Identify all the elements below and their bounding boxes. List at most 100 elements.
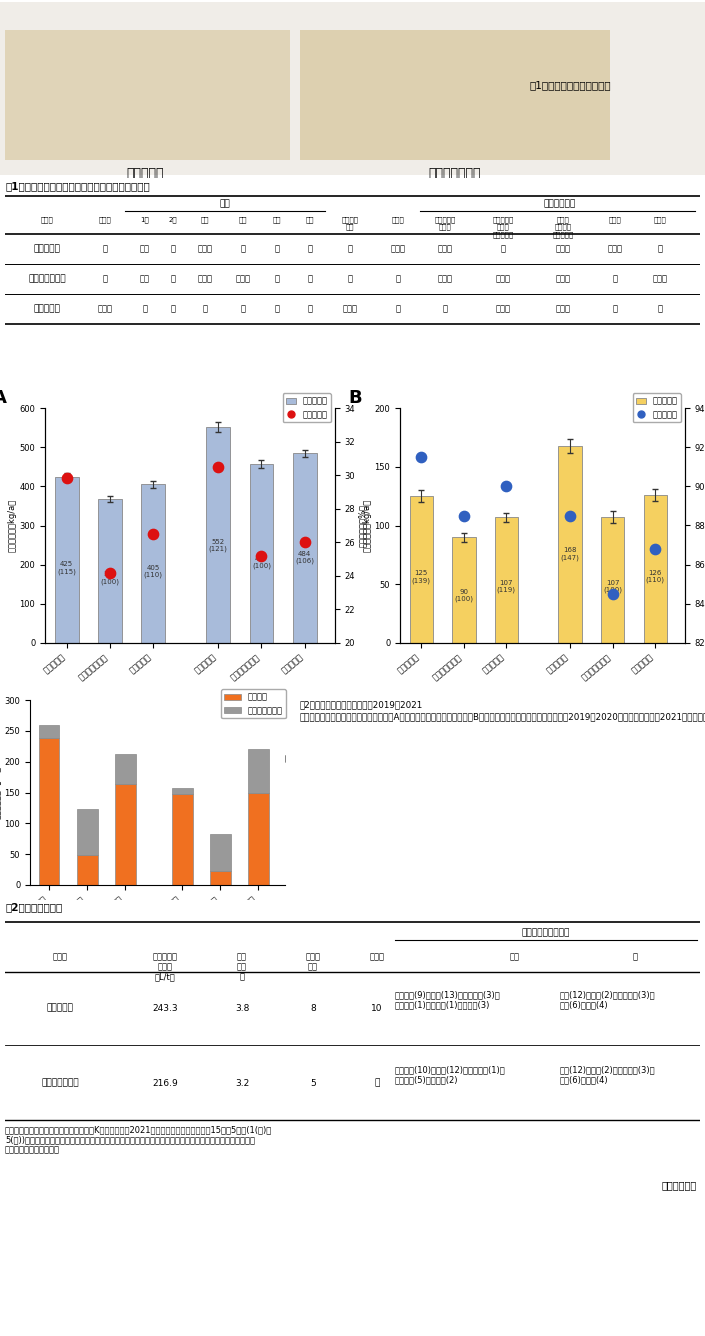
Text: 香り: 香り (510, 953, 520, 961)
Y-axis label: 上いも収量（kg/a）: 上いも収量（kg/a） (8, 498, 17, 552)
Text: 3.8: 3.8 (235, 1003, 249, 1013)
Text: 少: 少 (240, 305, 245, 314)
Text: －: － (374, 1078, 380, 1088)
Text: 少: 少 (307, 244, 312, 254)
Point (649, 538, 661, 560)
Text: 味: 味 (632, 953, 637, 961)
Bar (410, 496, 433, 643)
Text: かんしょ品質評価研究会（酒造メーカーK社）における2021年の試験成績。官能評価は15名、5点法(1(劣)～
5(優))で実施。類似性はコガネセンガンの焼酎と酒: かんしょ品質評価研究会（酒造メーカーK社）における2021年の試験成績。官能評価… (5, 1125, 272, 1154)
Text: －: － (613, 305, 618, 314)
Text: 皮色: 皮色 (220, 199, 231, 208)
Text: 中: 中 (348, 244, 352, 254)
Bar (115, 754, 135, 784)
Bar (77, 810, 97, 855)
Text: 表1　いもの形態、生態的特性および病害虫抵抗性: 表1 いもの形態、生態的特性および病害虫抵抗性 (5, 180, 149, 191)
Bar (77, 855, 97, 884)
Text: 552
(121): 552 (121) (209, 538, 228, 553)
Point (256, 545, 267, 566)
Point (607, 584, 618, 605)
Text: 中: 中 (348, 274, 352, 283)
Text: 90
(100): 90 (100) (454, 589, 473, 603)
Bar (248, 749, 269, 792)
Point (61, 468, 73, 489)
Bar (39, 724, 59, 739)
Text: 黄白: 黄白 (140, 244, 150, 254)
Text: 168
(147): 168 (147) (560, 548, 580, 561)
Text: 無: 無 (274, 305, 279, 314)
Point (299, 532, 310, 553)
Text: 淡黄白: 淡黄白 (197, 274, 212, 283)
Bar (452, 537, 475, 643)
Text: 黄白: 黄白 (140, 274, 150, 283)
Bar (300, 29, 610, 160)
Bar (293, 453, 317, 643)
Text: 貯蔵性: 貯蔵性 (391, 216, 405, 223)
Text: シロユタカ: シロユタカ (34, 305, 61, 314)
Text: 焼酎官能評価の概評: 焼酎官能評価の概評 (522, 929, 570, 937)
Text: 品種名: 品種名 (41, 216, 54, 223)
Point (104, 562, 116, 584)
Text: みちしずく: みちしずく (34, 244, 61, 254)
Text: A: A (0, 389, 6, 407)
Text: やや強: やや強 (556, 305, 570, 314)
Text: B: B (349, 389, 362, 407)
Text: 皮斑: 皮斑 (273, 216, 281, 223)
Text: 図2　育成地（宮崎県都城市、2019～2021 年）における上いも収量とでん粉歩留（A）、でん粉収量とでん粉白度（B）。標準栽培は黒マルチ、長期栽培は2019、: 図2 育成地（宮崎県都城市、2019～2021 年）における上いも収量とでん粉歩… (300, 700, 705, 721)
Text: 原料特性(10)、甘香(12)、エステル(1)、
香ばしい(5)、穏やか(2): 原料特性(10)、甘香(12)、エステル(1)、 香ばしい(5)、穏やか(2) (395, 1065, 505, 1085)
Text: 条溝: 条溝 (239, 216, 247, 223)
Bar (115, 784, 135, 884)
Text: 8: 8 (310, 1003, 316, 1013)
Text: 図1　「みちしずく」の塊根: 図1 「みちしずく」の塊根 (530, 80, 612, 90)
Text: コガネセンガン: コガネセンガン (41, 1078, 79, 1088)
Text: 3.2: 3.2 (235, 1078, 249, 1088)
Text: 白: 白 (202, 305, 207, 314)
Text: しょ根の
強さ: しょ根の 強さ (341, 216, 359, 230)
Text: 1次: 1次 (140, 216, 149, 223)
Bar (172, 794, 192, 884)
Text: やや弱: やや弱 (556, 274, 570, 283)
Text: 品種名: 品種名 (52, 953, 68, 961)
Bar (98, 498, 122, 643)
Text: 10: 10 (372, 1003, 383, 1013)
Bar (644, 494, 667, 643)
Text: 好印象
者数: 好印象 者数 (305, 953, 321, 971)
Point (416, 446, 427, 468)
Text: 甘味(12)、綺麗(2)、なめらか(3)、
旨味(6)、キレ(4): 甘味(12)、綺麗(2)、なめらか(3)、 旨味(6)、キレ(4) (560, 1065, 656, 1085)
Bar (248, 792, 269, 884)
Text: サツマイモ
基腐病: サツマイモ 基腐病 (434, 216, 455, 230)
Y-axis label: 上いも収量（kg/a）: 上いも収量（kg/a） (0, 766, 1, 819)
Legend: 健全いも, 基腐病被害いも: 健全いも, 基腐病被害いも (221, 689, 286, 719)
Text: －: － (658, 305, 663, 314)
Legend: 上いも収量, でん粉歩留: 上いも収量, でん粉歩留 (283, 393, 331, 422)
Legend: でん粉収量, でん粉白度: でん粉収量, でん粉白度 (632, 393, 681, 422)
Text: 長期栽培
4月植え
（在ほ期間203日）: 長期栽培 4月植え （在ほ期間203日） (587, 732, 638, 762)
Text: 白: 白 (142, 305, 147, 314)
Text: 強: 強 (501, 244, 505, 254)
Text: 484
(106): 484 (106) (295, 550, 314, 564)
Text: 表2　焼酎醸造適性: 表2 焼酎醸造適性 (5, 902, 62, 912)
Text: 微: 微 (307, 305, 312, 314)
Text: サツマイモ
ネコブ
センチュウ: サツマイモ ネコブ センチュウ (492, 216, 514, 238)
Text: やや弱: やや弱 (496, 274, 510, 283)
Text: やや強: やや強 (556, 244, 570, 254)
Text: 中: 中 (443, 305, 448, 314)
Text: 黒斑病: 黒斑病 (654, 216, 666, 223)
Text: 243.3: 243.3 (152, 1003, 178, 1013)
Text: 無: 無 (274, 274, 279, 283)
Text: 桃: 桃 (171, 305, 176, 314)
Text: やや弱: やや弱 (438, 274, 453, 283)
Text: 126
(110): 126 (110) (646, 569, 665, 582)
Text: 標準栽培
5月植え
（在ほ期間163日）: 標準栽培 5月植え （在ほ期間163日） (439, 732, 489, 762)
Y-axis label: でん粉歩留（%）: でん粉歩留（%） (358, 504, 367, 546)
Bar (558, 446, 582, 643)
Text: 10月収穫
（在圃期間159日）: 10月収穫 （在圃期間159日） (195, 955, 245, 975)
Bar (210, 835, 231, 871)
Y-axis label: でん粉収量（kg/a）: でん粉収量（kg/a） (363, 498, 372, 552)
Text: やや良: やや良 (97, 305, 113, 314)
Text: やや弱: やや弱 (653, 274, 668, 283)
Text: 官能
評価
点: 官能 評価 点 (237, 953, 247, 982)
Text: 淡黄白: 淡黄白 (197, 244, 212, 254)
Text: 425
(115): 425 (115) (57, 561, 76, 574)
Text: やや強: やや強 (608, 244, 623, 254)
Bar (55, 477, 78, 643)
